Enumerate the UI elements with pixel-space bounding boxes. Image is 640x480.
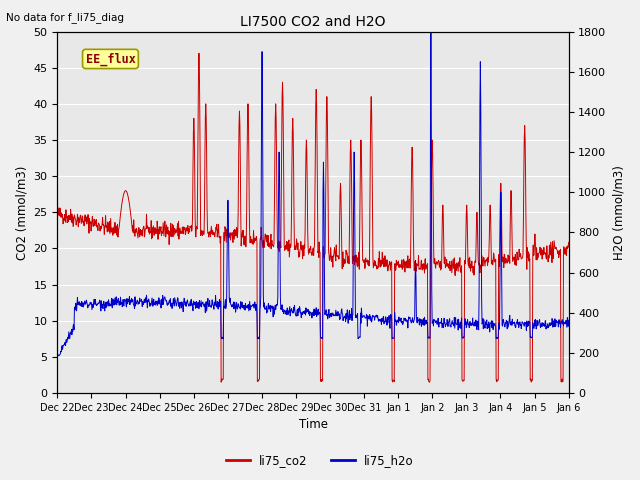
- Y-axis label: CO2 (mmol/m3): CO2 (mmol/m3): [15, 165, 28, 260]
- Text: EE_flux: EE_flux: [86, 52, 136, 66]
- Title: LI7500 CO2 and H2O: LI7500 CO2 and H2O: [240, 15, 386, 29]
- Legend: li75_co2, li75_h2o: li75_co2, li75_h2o: [221, 449, 419, 472]
- X-axis label: Time: Time: [298, 419, 328, 432]
- Text: No data for f_li75_diag: No data for f_li75_diag: [6, 12, 124, 23]
- Y-axis label: H2O (mmol/m3): H2O (mmol/m3): [612, 165, 625, 260]
